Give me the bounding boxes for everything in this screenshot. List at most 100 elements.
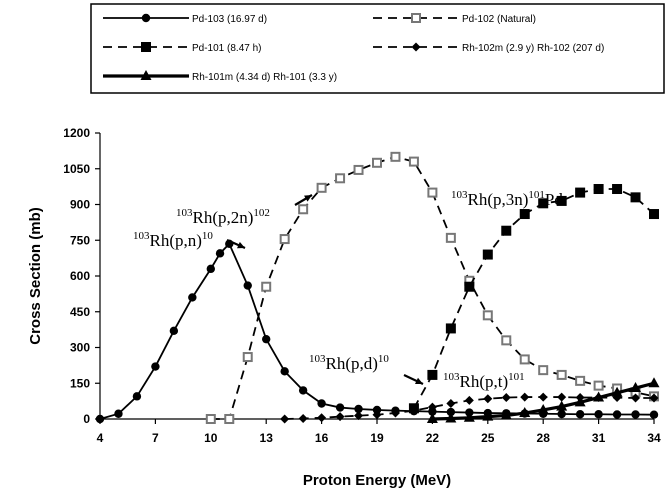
reaction-text: Rh(p,t): [460, 372, 509, 391]
y-tick-label: 0: [83, 412, 90, 426]
data-point: [519, 407, 531, 418]
data-point: [243, 281, 252, 290]
data-point: [280, 367, 289, 376]
data-point: [463, 411, 475, 422]
data-point: [501, 335, 512, 346]
data-point: [500, 409, 512, 420]
data-point: [445, 323, 456, 334]
x-tick-label: 34: [647, 431, 661, 445]
data-point: [427, 402, 437, 412]
data-point: [556, 369, 567, 380]
reaction-annotation: 103Rh(p,3n)101Pd: [451, 189, 563, 209]
reaction-annotation: 103Rh(p,d)10: [309, 353, 424, 385]
data-point: [390, 151, 401, 162]
x-tick-label: 28: [537, 431, 551, 445]
data-point: [630, 382, 642, 393]
reaction-label: 103Rh(p,d)10: [309, 353, 389, 373]
reaction-annotation: 103Rh(p,2n)102: [176, 194, 313, 227]
data-point: [538, 392, 548, 402]
data-point: [132, 392, 142, 401]
data-point: [501, 225, 512, 236]
data-point: [594, 410, 603, 419]
mass-number-suffix: 10: [378, 353, 390, 365]
data-point: [335, 173, 346, 184]
legend-label: Rh-102m (2.9 y) Rh-102 (207 d): [462, 43, 604, 54]
data-point: [575, 375, 586, 386]
y-tick-label: 600: [70, 269, 90, 283]
data-point: [649, 393, 659, 403]
series-layer: [95, 151, 660, 424]
data-point: [649, 209, 659, 220]
mass-number-suffix: 101: [528, 189, 545, 201]
arrow-head-icon: [237, 241, 245, 249]
data-point: [408, 156, 419, 167]
x-tick-label: 25: [481, 431, 495, 445]
data-point: [537, 403, 549, 414]
data-point: [151, 362, 160, 371]
data-point: [261, 281, 272, 292]
reaction-text: Rh(p,d): [326, 354, 378, 373]
data-point: [445, 412, 457, 423]
legend-swatch-marker: [411, 13, 421, 23]
data-point: [631, 410, 640, 419]
series-line: [99, 242, 655, 420]
data-point: [427, 369, 438, 380]
data-point: [205, 414, 216, 424]
mass-number-prefix: 103: [133, 230, 150, 242]
legend-swatch-marker: [141, 42, 151, 52]
data-point: [372, 410, 382, 420]
data-point: [575, 187, 586, 198]
x-tick-label: 22: [426, 431, 440, 445]
x-tick-label: 31: [592, 431, 606, 445]
data-point: [335, 412, 345, 422]
data-point: [298, 204, 309, 215]
series-2: [205, 151, 659, 424]
data-point: [95, 414, 105, 424]
data-point: [372, 405, 382, 415]
legend-label: Pd-103 (16.97 d): [192, 14, 267, 25]
data-point: [519, 354, 530, 365]
data-point: [593, 391, 605, 402]
legend-entry: Pd-103 (16.97 d): [103, 13, 267, 25]
data-point: [215, 249, 225, 258]
data-point: [631, 393, 641, 403]
series-4: [280, 392, 659, 424]
reaction-label: 103Rh(p,2n)102: [176, 207, 270, 227]
reaction-product: Pd: [545, 190, 563, 209]
data-point: [464, 281, 475, 292]
data-point: [482, 310, 493, 321]
data-point: [612, 184, 623, 195]
data-point: [482, 410, 494, 421]
mass-number-prefix: 103: [443, 371, 460, 383]
annotations: 103Rh(p,n)10103Rh(p,2n)102103Rh(p,3n)101…: [133, 189, 563, 391]
data-point: [316, 182, 327, 193]
data-point: [280, 414, 290, 424]
reaction-annotation: 103Rh(p,n)10: [133, 230, 246, 250]
legend-entry: Rh-101m (4.34 d) Rh-101 (3.3 y): [103, 70, 337, 83]
data-point: [445, 232, 456, 243]
data-point: [427, 187, 438, 198]
legend-items: Pd-103 (16.97 d) Pd-102 (Natural) Pd-101 (…: [103, 13, 604, 83]
data-point: [354, 404, 363, 414]
data-point: [557, 409, 566, 419]
legend-entry: Pd-102 (Natural): [373, 13, 536, 25]
x-tick-label: 19: [370, 431, 384, 445]
reaction-label: 103Rh(p,3n)101Pd: [451, 189, 563, 209]
data-point: [279, 234, 290, 245]
reaction-text: Rh(p,n): [150, 231, 202, 250]
mass-number-prefix: 103: [176, 207, 193, 219]
data-point: [575, 410, 585, 419]
data-point: [538, 365, 549, 376]
data-point: [501, 393, 511, 403]
data-point: [317, 399, 326, 408]
data-point: [390, 408, 400, 418]
x-tick-label: 4: [97, 431, 104, 445]
x-tick-label: 7: [152, 431, 159, 445]
reaction-annotation: 103Rh(p,t)101: [443, 371, 525, 391]
legend-swatch-marker: [141, 13, 151, 23]
data-point: [242, 352, 253, 363]
reaction-text: Rh(p,2n): [193, 208, 254, 227]
x-ticks: 4 7 10 13 16 19 22 25 28 31 34: [97, 419, 661, 445]
x-axis-title: Proton Energy (MeV): [303, 472, 451, 489]
